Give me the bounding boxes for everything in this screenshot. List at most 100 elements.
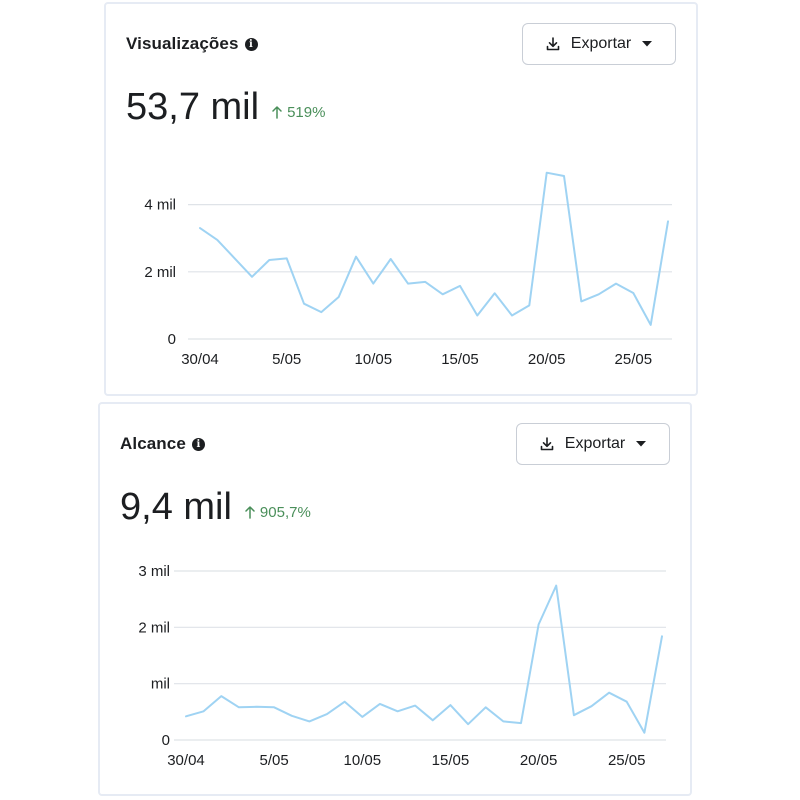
data-point[interactable] (571, 712, 577, 718)
export-button-label: Exportar (564, 435, 626, 452)
reach-card: Alcance i Exportar 9,4 mil 905,7% 0 mil 2 … (98, 402, 692, 796)
y-tick-label: mil (151, 676, 170, 693)
data-point[interactable] (249, 274, 255, 280)
metric-summary: 53,7 mil 519% (126, 86, 325, 129)
y-tick-label: 2 mil (138, 619, 170, 636)
data-point[interactable] (197, 225, 203, 231)
data-point[interactable] (430, 717, 436, 723)
arrow-up-icon (272, 106, 282, 119)
data-point[interactable] (201, 708, 207, 714)
x-tick-label: 30/04 (181, 351, 219, 368)
data-point[interactable] (422, 279, 428, 285)
y-tick-label: 3 mil (138, 563, 170, 580)
x-tick-label: 25/05 (608, 752, 646, 769)
data-point[interactable] (613, 281, 619, 287)
views-line-chart: 0 2 mil 4 mil 30/04 5/05 10/05 15/05 20/05 25/05 (144, 170, 672, 368)
metric-change: 519% (271, 104, 325, 121)
data-point[interactable] (232, 255, 238, 261)
export-button-label: Exportar (570, 35, 632, 52)
data-point[interactable] (483, 704, 489, 710)
data-point[interactable] (289, 713, 295, 719)
data-point[interactable] (301, 301, 307, 307)
caret-down-icon (636, 441, 647, 447)
data-point[interactable] (544, 170, 550, 176)
data-point[interactable] (526, 302, 532, 308)
data-point[interactable] (630, 290, 636, 296)
data-point[interactable] (359, 714, 365, 720)
data-point[interactable] (440, 291, 446, 297)
data-point[interactable] (596, 291, 602, 297)
data-point[interactable] (624, 699, 630, 705)
info-icon[interactable]: i (244, 37, 258, 51)
x-tick-label: 20/05 (528, 351, 566, 368)
data-point[interactable] (518, 720, 524, 726)
data-point[interactable] (388, 256, 394, 262)
data-point[interactable] (492, 290, 498, 296)
data-point[interactable] (218, 693, 224, 699)
card-title-text: Visualizações (126, 34, 239, 53)
data-point[interactable] (336, 294, 342, 300)
card-title: Visualizações i (126, 34, 258, 54)
data-point[interactable] (474, 313, 480, 319)
data-point[interactable] (457, 283, 463, 289)
metric-total: 9,4 mil (120, 486, 232, 528)
metric-change: 905,7% (244, 504, 311, 521)
download-icon (540, 437, 554, 451)
y-tick-label: 0 (168, 331, 176, 348)
x-tick-label: 25/05 (615, 351, 653, 368)
data-point[interactable] (284, 255, 290, 261)
export-button[interactable]: Exportar (522, 23, 676, 65)
data-point[interactable] (266, 257, 272, 263)
data-point[interactable] (509, 313, 515, 319)
data-point[interactable] (648, 322, 654, 328)
metric-change-value: 519% (287, 103, 326, 121)
data-point[interactable] (536, 622, 542, 628)
metric-summary: 9,4 mil 905,7% (120, 486, 311, 529)
data-point[interactable] (254, 704, 260, 710)
x-tick-label: 5/05 (260, 752, 289, 769)
data-point[interactable] (271, 704, 277, 710)
x-tick-label: 20/05 (520, 752, 558, 769)
data-point[interactable] (589, 703, 595, 709)
export-button[interactable]: Exportar (516, 423, 670, 465)
x-tick-label: 30/04 (167, 752, 205, 769)
data-point[interactable] (306, 718, 312, 724)
data-point[interactable] (447, 702, 453, 708)
data-point[interactable] (353, 254, 359, 260)
data-point[interactable] (641, 730, 647, 736)
data-point[interactable] (324, 711, 330, 717)
x-tick-label: 15/05 (441, 351, 479, 368)
data-point[interactable] (500, 718, 506, 724)
card-title: Alcance i (120, 434, 205, 454)
data-point[interactable] (318, 309, 324, 315)
views-card: Visualizações i Exportar 53,7 mil 519% 0… (104, 2, 698, 396)
x-tick-label: 10/05 (355, 351, 393, 368)
metric-change-value: 905,7% (259, 503, 311, 521)
data-point[interactable] (606, 690, 612, 696)
y-tick-label: 0 (162, 732, 170, 749)
data-point[interactable] (578, 298, 584, 304)
metric-total: 53,7 mil (126, 86, 260, 128)
download-icon (546, 37, 560, 51)
reach-line-chart: 0 mil 2 mil 3 mil 30/04 5/05 10/05 15/05 20/05 25… (138, 563, 666, 769)
x-tick-label: 10/05 (344, 752, 382, 769)
data-point[interactable] (183, 713, 189, 719)
data-point[interactable] (395, 708, 401, 714)
x-tick-label: 5/05 (272, 351, 301, 368)
data-point[interactable] (561, 173, 567, 179)
data-point[interactable] (412, 703, 418, 709)
data-point[interactable] (236, 704, 242, 710)
series-line (185, 584, 663, 734)
data-point[interactable] (370, 281, 376, 287)
data-point[interactable] (553, 583, 559, 589)
data-point[interactable] (342, 699, 348, 705)
data-point[interactable] (659, 633, 665, 639)
caret-down-icon (642, 41, 653, 47)
y-tick-label: 2 mil (144, 264, 176, 281)
data-point[interactable] (665, 218, 671, 224)
data-point[interactable] (405, 281, 411, 287)
info-icon[interactable]: i (191, 437, 205, 451)
data-point[interactable] (465, 721, 471, 727)
data-point[interactable] (377, 701, 383, 707)
data-point[interactable] (214, 237, 220, 243)
